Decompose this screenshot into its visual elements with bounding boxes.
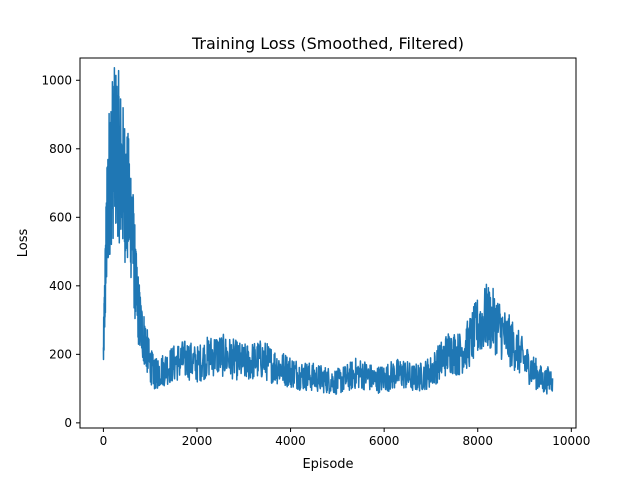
loss-series-line xyxy=(102,66,554,396)
series-layer xyxy=(102,66,554,396)
y-axis-label: Loss xyxy=(16,229,31,258)
y-tick-label: 200 xyxy=(49,347,72,361)
y-tick-label: 400 xyxy=(49,279,72,293)
y-tick-label: 0 xyxy=(64,416,72,430)
x-tick-label: 10000 xyxy=(552,434,590,448)
y-axis-ticks: 0 200 400 600 800 1000 xyxy=(41,73,80,430)
x-tick-label: 6000 xyxy=(369,434,400,448)
y-tick-label: 800 xyxy=(49,142,72,156)
x-axis-ticks: 0 2000 4000 6000 8000 10000 xyxy=(100,428,590,448)
y-tick-label: 600 xyxy=(49,210,72,224)
x-tick-label: 4000 xyxy=(275,434,306,448)
x-axis-label: Episode xyxy=(302,457,353,472)
plot-area-frame xyxy=(79,57,577,429)
x-tick-label: 0 xyxy=(100,434,108,448)
y-tick-label: 1000 xyxy=(41,73,72,87)
x-tick-label: 2000 xyxy=(182,434,213,448)
x-tick-label: 8000 xyxy=(462,434,493,448)
chart-title: Training Loss (Smoothed, Filtered) xyxy=(191,34,464,53)
